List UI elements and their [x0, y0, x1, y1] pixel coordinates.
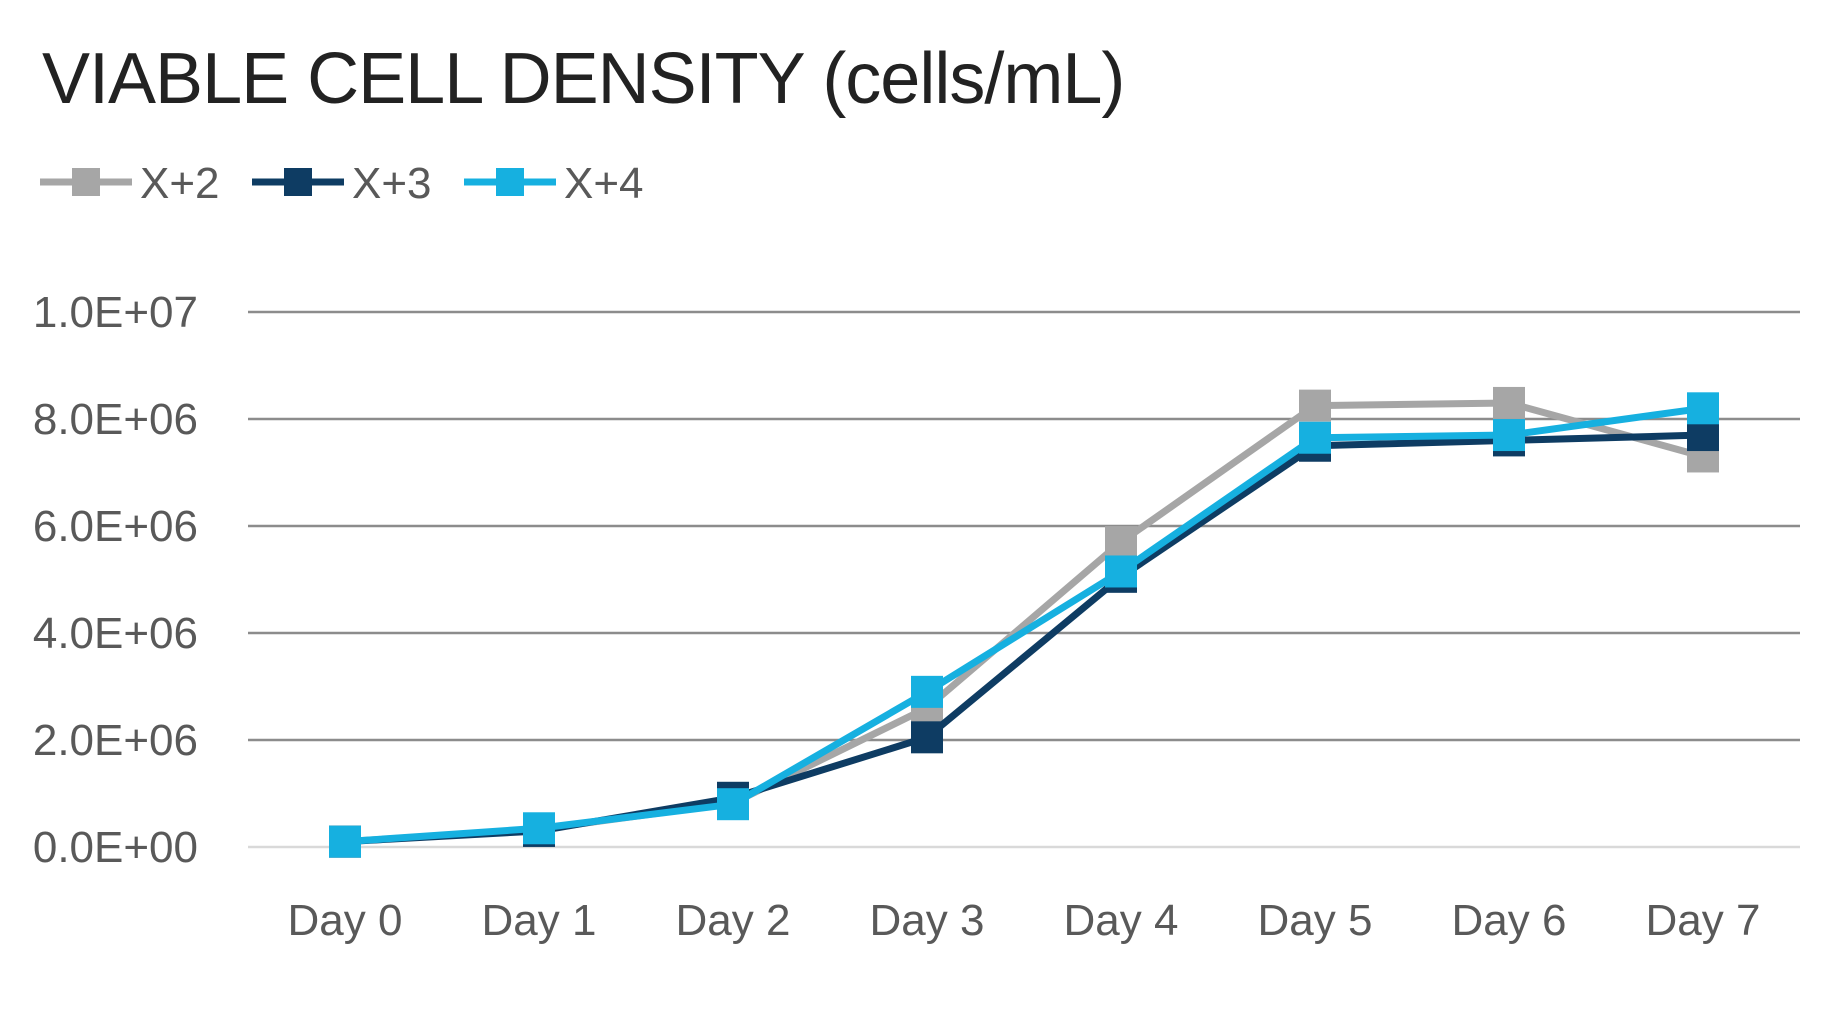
legend-marker — [284, 168, 312, 196]
data-point-marker — [1299, 389, 1331, 422]
data-point-marker — [523, 812, 555, 845]
data-point-marker — [1105, 555, 1137, 588]
y-tick-label: 6.0E+06 — [33, 502, 198, 551]
series-line — [344, 399, 1704, 846]
data-point-marker — [1493, 386, 1525, 419]
legend: X+2 X+3 X+4 — [40, 159, 644, 208]
x-tick-label: Day 5 — [1258, 896, 1373, 945]
data-point-marker — [1687, 392, 1719, 425]
data-point-marker — [1105, 526, 1137, 559]
y-tick-label: 1.0E+07 — [33, 288, 198, 337]
y-tick-label: 4.0E+06 — [33, 609, 198, 658]
x-tick-label: Day 1 — [482, 896, 597, 945]
x-axis-tick-labels: Day 0 Day 1 Day 2 Day 3 Day 4 Day 5 Day 6 Day 7 — [288, 896, 1761, 945]
y-tick-label: 2.0E+06 — [33, 716, 198, 765]
series-x-3 — [329, 419, 1719, 858]
y-axis-tick-labels: 0.0E+00 2.0E+06 4.0E+06 6.0E+06 8.0E+06 1.0E+… — [33, 288, 198, 872]
legend-label: X+2 — [140, 159, 220, 208]
data-point-marker — [329, 825, 361, 858]
chart-title: VIABLE CELL DENSITY (cells/mL) — [42, 39, 1125, 119]
data-point-marker — [1493, 419, 1525, 452]
legend-label: X+3 — [352, 159, 432, 208]
x-tick-label: Day 0 — [288, 896, 403, 945]
series-lines — [329, 386, 1719, 858]
x-tick-label: Day 3 — [870, 896, 985, 945]
y-tick-label: 0.0E+00 — [33, 823, 198, 872]
x-tick-label: Day 6 — [1452, 896, 1567, 945]
series-x-2 — [329, 386, 1719, 858]
data-point-marker — [911, 675, 943, 708]
data-point-marker — [717, 788, 749, 821]
x-tick-label: Day 4 — [1064, 896, 1179, 945]
series-line — [344, 404, 1704, 846]
legend-item: X+3 — [252, 159, 432, 208]
legend-marker — [496, 168, 524, 196]
y-tick-label: 8.0E+06 — [33, 395, 198, 444]
x-tick-label: Day 2 — [676, 896, 791, 945]
x-tick-label: Day 7 — [1646, 896, 1761, 945]
legend-item: X+2 — [40, 159, 220, 208]
series-x-4 — [329, 392, 1719, 858]
data-point-marker — [911, 721, 943, 754]
legend-item: X+4 — [464, 159, 644, 208]
gridlines — [248, 310, 1800, 849]
series-line — [344, 431, 1704, 846]
legend-label: X+4 — [564, 159, 644, 208]
data-point-marker — [1299, 421, 1331, 454]
data-point-marker — [1687, 419, 1719, 452]
legend-marker — [72, 168, 100, 196]
